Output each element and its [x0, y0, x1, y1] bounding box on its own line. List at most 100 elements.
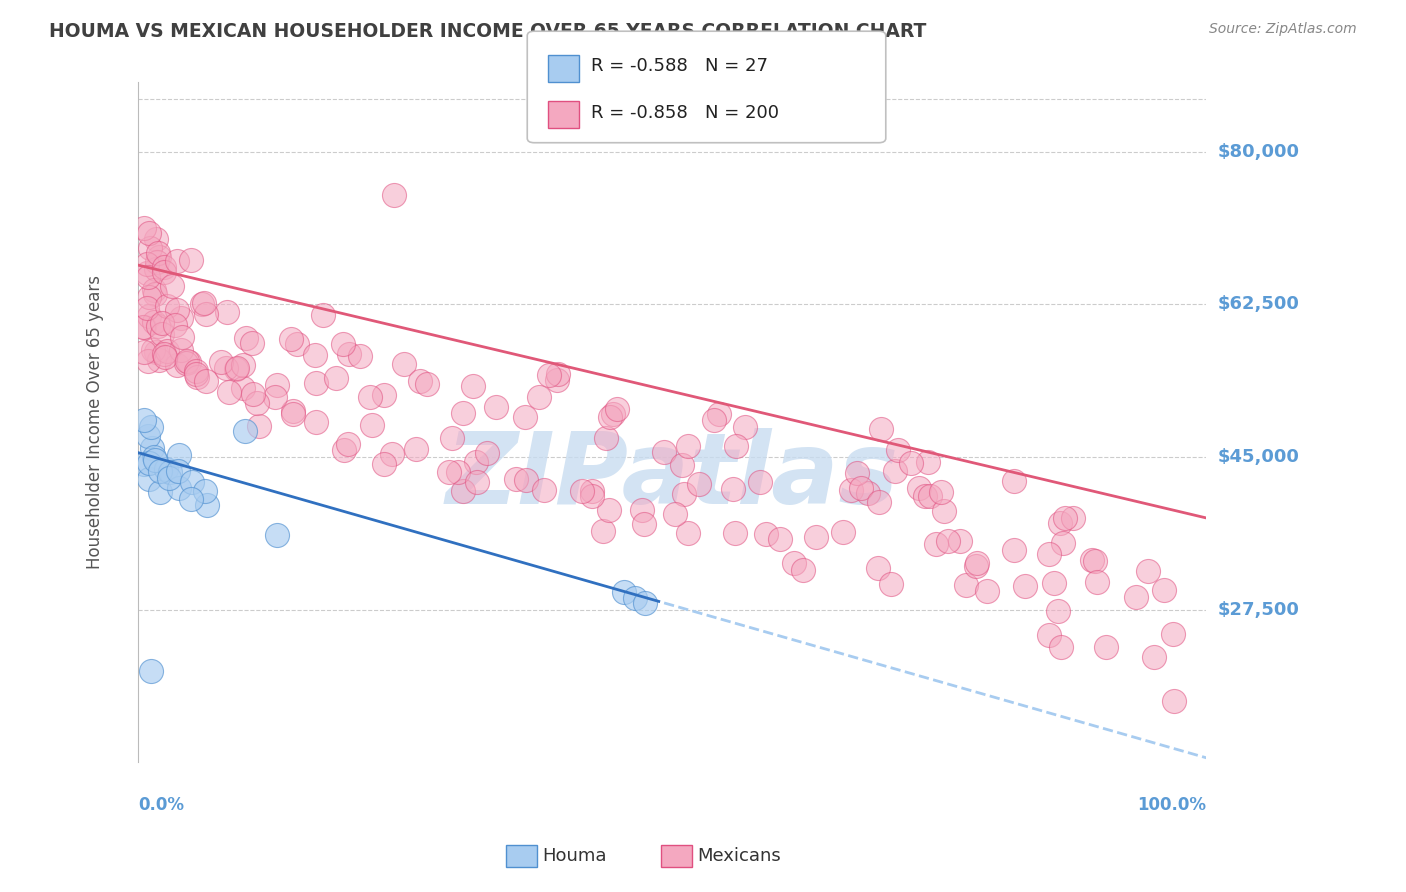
Point — [146, 246, 169, 260]
Point — [159, 465, 181, 479]
Point — [157, 471, 180, 485]
Point — [153, 347, 176, 361]
Point — [132, 458, 155, 472]
Point — [312, 308, 335, 322]
Point — [914, 489, 936, 503]
Point — [416, 376, 439, 391]
Point — [533, 483, 555, 497]
Point — [281, 404, 304, 418]
Point — [145, 232, 167, 246]
Point — [174, 356, 197, 370]
Point — [581, 489, 603, 503]
Point — [142, 343, 165, 358]
Point — [132, 412, 155, 426]
Point — [240, 335, 263, 350]
Point — [769, 532, 792, 546]
Point — [664, 508, 686, 522]
Point — [145, 262, 167, 277]
Point — [349, 349, 371, 363]
Point — [135, 301, 157, 315]
Point — [136, 354, 159, 368]
Point — [155, 461, 177, 475]
Point — [152, 260, 174, 274]
Point — [537, 368, 560, 383]
Point — [166, 254, 188, 268]
Point — [359, 390, 381, 404]
Point — [136, 266, 159, 280]
Point — [1163, 694, 1185, 708]
Point — [441, 432, 464, 446]
Point — [1136, 564, 1159, 578]
Point — [138, 471, 160, 485]
Point — [678, 526, 700, 541]
Point — [849, 481, 872, 495]
Text: $62,500: $62,500 — [1218, 295, 1299, 313]
Text: Source: ZipAtlas.com: Source: ZipAtlas.com — [1209, 22, 1357, 37]
Point — [734, 419, 756, 434]
Point — [868, 495, 890, 509]
Point — [373, 388, 395, 402]
Point — [249, 418, 271, 433]
Point — [602, 407, 624, 421]
Point — [925, 537, 948, 551]
Point — [485, 401, 508, 415]
Point — [148, 250, 170, 264]
Point — [592, 524, 614, 539]
Point — [724, 525, 747, 540]
Point — [148, 318, 170, 333]
Point — [505, 472, 527, 486]
Point — [132, 319, 155, 334]
Point — [263, 390, 285, 404]
Text: $45,000: $45,000 — [1218, 448, 1299, 466]
Point — [152, 326, 174, 341]
Point — [688, 477, 710, 491]
Point — [167, 464, 190, 478]
Point — [869, 422, 891, 436]
Text: $27,500: $27,500 — [1218, 600, 1299, 618]
Point — [515, 473, 537, 487]
Point — [461, 378, 484, 392]
Point — [134, 319, 156, 334]
Point — [305, 376, 328, 390]
Point — [180, 253, 202, 268]
Point — [405, 442, 427, 456]
Point — [839, 483, 862, 498]
Point — [598, 503, 620, 517]
Point — [1038, 547, 1060, 561]
Point — [623, 591, 645, 606]
Point — [792, 563, 814, 577]
Point — [145, 345, 167, 359]
Point — [215, 361, 238, 376]
Point — [332, 337, 354, 351]
Point — [886, 442, 908, 457]
Point — [546, 373, 568, 387]
Point — [856, 485, 879, 500]
Text: R = -0.588   N = 27: R = -0.588 N = 27 — [591, 57, 768, 76]
Point — [595, 431, 617, 445]
Point — [225, 361, 247, 376]
Point — [932, 504, 955, 518]
Point — [146, 254, 169, 268]
Point — [451, 484, 474, 499]
Point — [169, 481, 191, 495]
Point — [141, 442, 163, 456]
Point — [929, 485, 952, 500]
Point — [465, 455, 488, 469]
Point — [194, 484, 217, 499]
Point — [920, 489, 942, 503]
Point — [156, 343, 179, 358]
Point — [304, 348, 326, 362]
Point — [177, 355, 200, 369]
Point — [195, 307, 218, 321]
Point — [672, 487, 695, 501]
Point — [337, 436, 360, 450]
Point — [138, 309, 160, 323]
Point — [1161, 627, 1184, 641]
Point — [217, 305, 239, 319]
Point — [1053, 511, 1076, 525]
Point — [1052, 536, 1074, 550]
Point — [150, 316, 173, 330]
Point — [783, 556, 806, 570]
Point — [176, 354, 198, 368]
Point — [1085, 575, 1108, 590]
